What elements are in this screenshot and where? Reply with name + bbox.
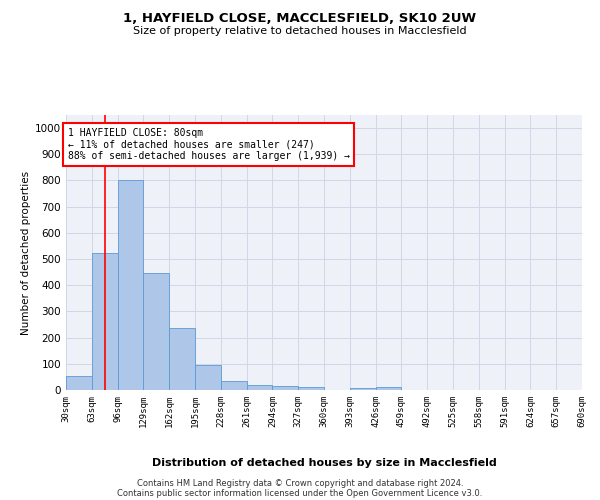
- Text: Size of property relative to detached houses in Macclesfield: Size of property relative to detached ho…: [133, 26, 467, 36]
- Bar: [169, 328, 195, 390]
- Text: Contains public sector information licensed under the Open Government Licence v3: Contains public sector information licen…: [118, 490, 482, 498]
- Bar: [195, 364, 221, 390]
- Bar: [118, 180, 143, 390]
- Text: Contains HM Land Registry data © Crown copyright and database right 2024.: Contains HM Land Registry data © Crown c…: [137, 480, 463, 488]
- Bar: [143, 273, 169, 390]
- Bar: [247, 385, 272, 390]
- Text: 1, HAYFIELD CLOSE, MACCLESFIELD, SK10 2UW: 1, HAYFIELD CLOSE, MACCLESFIELD, SK10 2U…: [124, 12, 476, 26]
- Bar: [66, 376, 92, 390]
- Bar: [350, 388, 376, 390]
- Text: 1 HAYFIELD CLOSE: 80sqm
← 11% of detached houses are smaller (247)
88% of semi-d: 1 HAYFIELD CLOSE: 80sqm ← 11% of detache…: [68, 128, 350, 162]
- Bar: [376, 388, 401, 390]
- Bar: [92, 254, 118, 390]
- Bar: [298, 388, 324, 390]
- Y-axis label: Number of detached properties: Number of detached properties: [21, 170, 31, 334]
- Text: Distribution of detached houses by size in Macclesfield: Distribution of detached houses by size …: [152, 458, 496, 468]
- Bar: [272, 386, 298, 390]
- Bar: [221, 381, 247, 390]
